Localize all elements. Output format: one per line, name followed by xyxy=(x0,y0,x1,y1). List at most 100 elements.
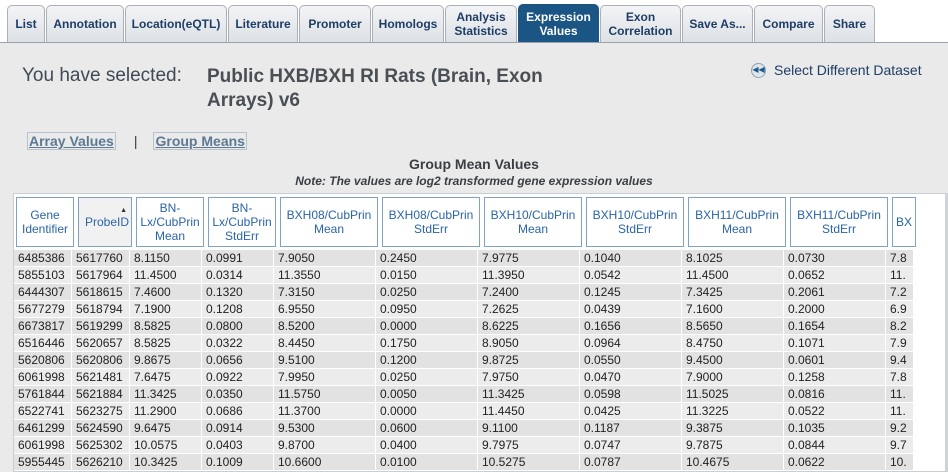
vertical-scrollbar[interactable] xyxy=(945,194,948,471)
table-cell: 9.5300 xyxy=(274,420,375,436)
table-cell: 8.5825 xyxy=(130,335,201,351)
column-header[interactable]: BN- Lx/CubPrin StdErr xyxy=(208,197,276,247)
table-cell: 0.1654 xyxy=(784,318,885,334)
table-cell: 9.7975 xyxy=(478,437,579,453)
table-cell: 0.0100 xyxy=(376,454,477,470)
column-header[interactable]: BXH10/CubPrin StdErr xyxy=(586,197,684,247)
table-cell: 0.0747 xyxy=(580,437,681,453)
table-cell: 7.9 xyxy=(886,335,913,351)
column-header[interactable]: BXH11/CubPrin StdErr xyxy=(790,197,888,247)
column-header[interactable]: BN- Lx/CubPrin Mean xyxy=(136,197,204,247)
column-header[interactable]: BXH10/CubPrin Mean xyxy=(484,197,582,247)
table-cell: 0.0439 xyxy=(580,301,681,317)
table-row: 6461299 5624590 9.6475 0.0914 9.5300 0.0600 9.… xyxy=(14,420,914,436)
table-cell: 6516446 xyxy=(14,335,71,351)
table-cell: 0.0050 xyxy=(376,386,477,402)
table-row: 6485386 5617760 8.1150 0.0991 7.9050 0.2450 7.… xyxy=(14,250,914,266)
tab-promoter[interactable]: Promoter xyxy=(299,5,371,42)
table-cell: 7.2625 xyxy=(478,301,579,317)
tab-annotation[interactable]: Annotation xyxy=(46,5,124,42)
table-cell: 0.0656 xyxy=(202,352,273,368)
table-cell: 0.1009 xyxy=(202,454,273,470)
column-header[interactable]: ProbeID ▲ xyxy=(78,197,132,247)
table-cell: 11.3425 xyxy=(130,386,201,402)
table-cell: 0.0950 xyxy=(376,301,477,317)
table-cell: 5624590 xyxy=(72,420,129,436)
table-cell: 0.0787 xyxy=(580,454,681,470)
column-header[interactable]: BXH08/CubPrin Mean xyxy=(280,197,378,247)
table-cell: 0.1750 xyxy=(376,335,477,351)
table-cell: 11. xyxy=(886,403,913,419)
tab-analysis-statistics[interactable]: Analysis Statistics xyxy=(445,5,517,42)
table-header-row: Gene Identifier ProbeID ▲ BN- Lx/CubPrin Me… xyxy=(14,194,918,248)
table-cell: 5623275 xyxy=(72,403,129,419)
table-cell: 9.3875 xyxy=(682,420,783,436)
table-row: 6516446 5620657 8.5825 0.0322 8.4450 0.1750 8.… xyxy=(14,335,914,351)
select-different-dataset-link[interactable]: ◀◀ Select Different Dataset xyxy=(751,62,922,78)
table-cell: 5617760 xyxy=(72,250,129,266)
table-cell: 0.0652 xyxy=(784,267,885,283)
table-cell: 9.2 xyxy=(886,420,913,436)
column-header[interactable]: BX xyxy=(892,197,916,247)
tab-homologs[interactable]: Homologs xyxy=(372,5,444,42)
table-cell: 11.3550 xyxy=(274,267,375,283)
table-cell: 8.5200 xyxy=(274,318,375,334)
array-values-link[interactable]: Array Values xyxy=(27,132,116,150)
table-cell: 0.1071 xyxy=(784,335,885,351)
tab-expression-values[interactable]: Expression Values xyxy=(518,4,599,43)
column-header[interactable]: BXH08/CubPrin StdErr xyxy=(382,197,480,247)
table-cell: 5620657 xyxy=(72,335,129,351)
table-row: 5955445 5626210 10.3425 0.1009 10.6600 0.0100… xyxy=(14,454,914,470)
table-cell: 0.0470 xyxy=(580,369,681,385)
table-cell: 0.1656 xyxy=(580,318,681,334)
table-cell: 11.4450 xyxy=(478,403,579,419)
table-cell: 0.2450 xyxy=(376,250,477,266)
tab-location-eqtl[interactable]: Location(eQTL) xyxy=(125,5,227,42)
tab-exon-correlation[interactable]: Exon Correlation xyxy=(600,5,681,42)
table-cell: 0.0844 xyxy=(784,437,885,453)
table-row: 6061998 5625302 10.0575 0.0403 9.8700 0.0400 9… xyxy=(14,437,914,453)
column-header[interactable]: Gene Identifier xyxy=(16,197,74,247)
table-cell: 6061998 xyxy=(14,437,71,453)
table-cell: 8.1150 xyxy=(130,250,201,266)
select-different-dataset-label: Select Different Dataset xyxy=(774,62,922,78)
group-mean-table: Gene Identifier ProbeID ▲ BN- Lx/CubPrin Me… xyxy=(13,193,948,472)
table-cell: 0.1035 xyxy=(784,420,885,436)
table-cell: 5618794 xyxy=(72,301,129,317)
table-cell: 0.1187 xyxy=(580,420,681,436)
table-cell: 6444307 xyxy=(14,284,71,300)
table-cell: 10.6600 xyxy=(274,454,375,470)
tab-save-as[interactable]: Save As... xyxy=(682,5,753,42)
table-cell: 7.9775 xyxy=(478,250,579,266)
table-cell: 5625302 xyxy=(72,437,129,453)
column-header[interactable]: BXH11/CubPrin Mean xyxy=(688,197,786,247)
table-cell: 7.8 xyxy=(886,250,913,266)
table-cell: 8.9050 xyxy=(478,335,579,351)
table-cell: 0.0622 xyxy=(784,454,885,470)
group-means-link[interactable]: Group Means xyxy=(153,132,247,150)
view-separator: | xyxy=(133,133,138,149)
table-cell: 8.6225 xyxy=(478,318,579,334)
table-cell: 0.0922 xyxy=(202,369,273,385)
table-cell: 6522741 xyxy=(14,403,71,419)
table-cell: 0.1040 xyxy=(580,250,681,266)
table-cell: 0.0991 xyxy=(202,250,273,266)
table-cell: 0.0425 xyxy=(580,403,681,419)
table-cell: 0.0730 xyxy=(784,250,885,266)
table-cell: 11.3225 xyxy=(682,403,783,419)
table-cell: 0.0250 xyxy=(376,284,477,300)
tab-share[interactable]: Share xyxy=(824,5,875,42)
tab-literature[interactable]: Literature xyxy=(228,5,298,42)
main-content: You have selected: Public HXB/BXH RI Rat… xyxy=(0,43,948,472)
table-cell: 0.2061 xyxy=(784,284,885,300)
tab-compare[interactable]: Compare xyxy=(754,5,823,42)
selected-dataset: Public HXB/BXH RI Rats (Brain, Exon Arra… xyxy=(207,66,543,111)
table-cell: 11.5750 xyxy=(274,386,375,402)
table-cell: 7.9750 xyxy=(478,369,579,385)
table-row: 6522741 5623275 11.2900 0.0686 11.3700 0.0000… xyxy=(14,403,914,419)
table-cell: 6485386 xyxy=(14,250,71,266)
tab-list[interactable]: List xyxy=(7,5,45,42)
table-cell: 0.0600 xyxy=(376,420,477,436)
table-cell: 9.4 xyxy=(886,352,913,368)
table-cell: 5618615 xyxy=(72,284,129,300)
